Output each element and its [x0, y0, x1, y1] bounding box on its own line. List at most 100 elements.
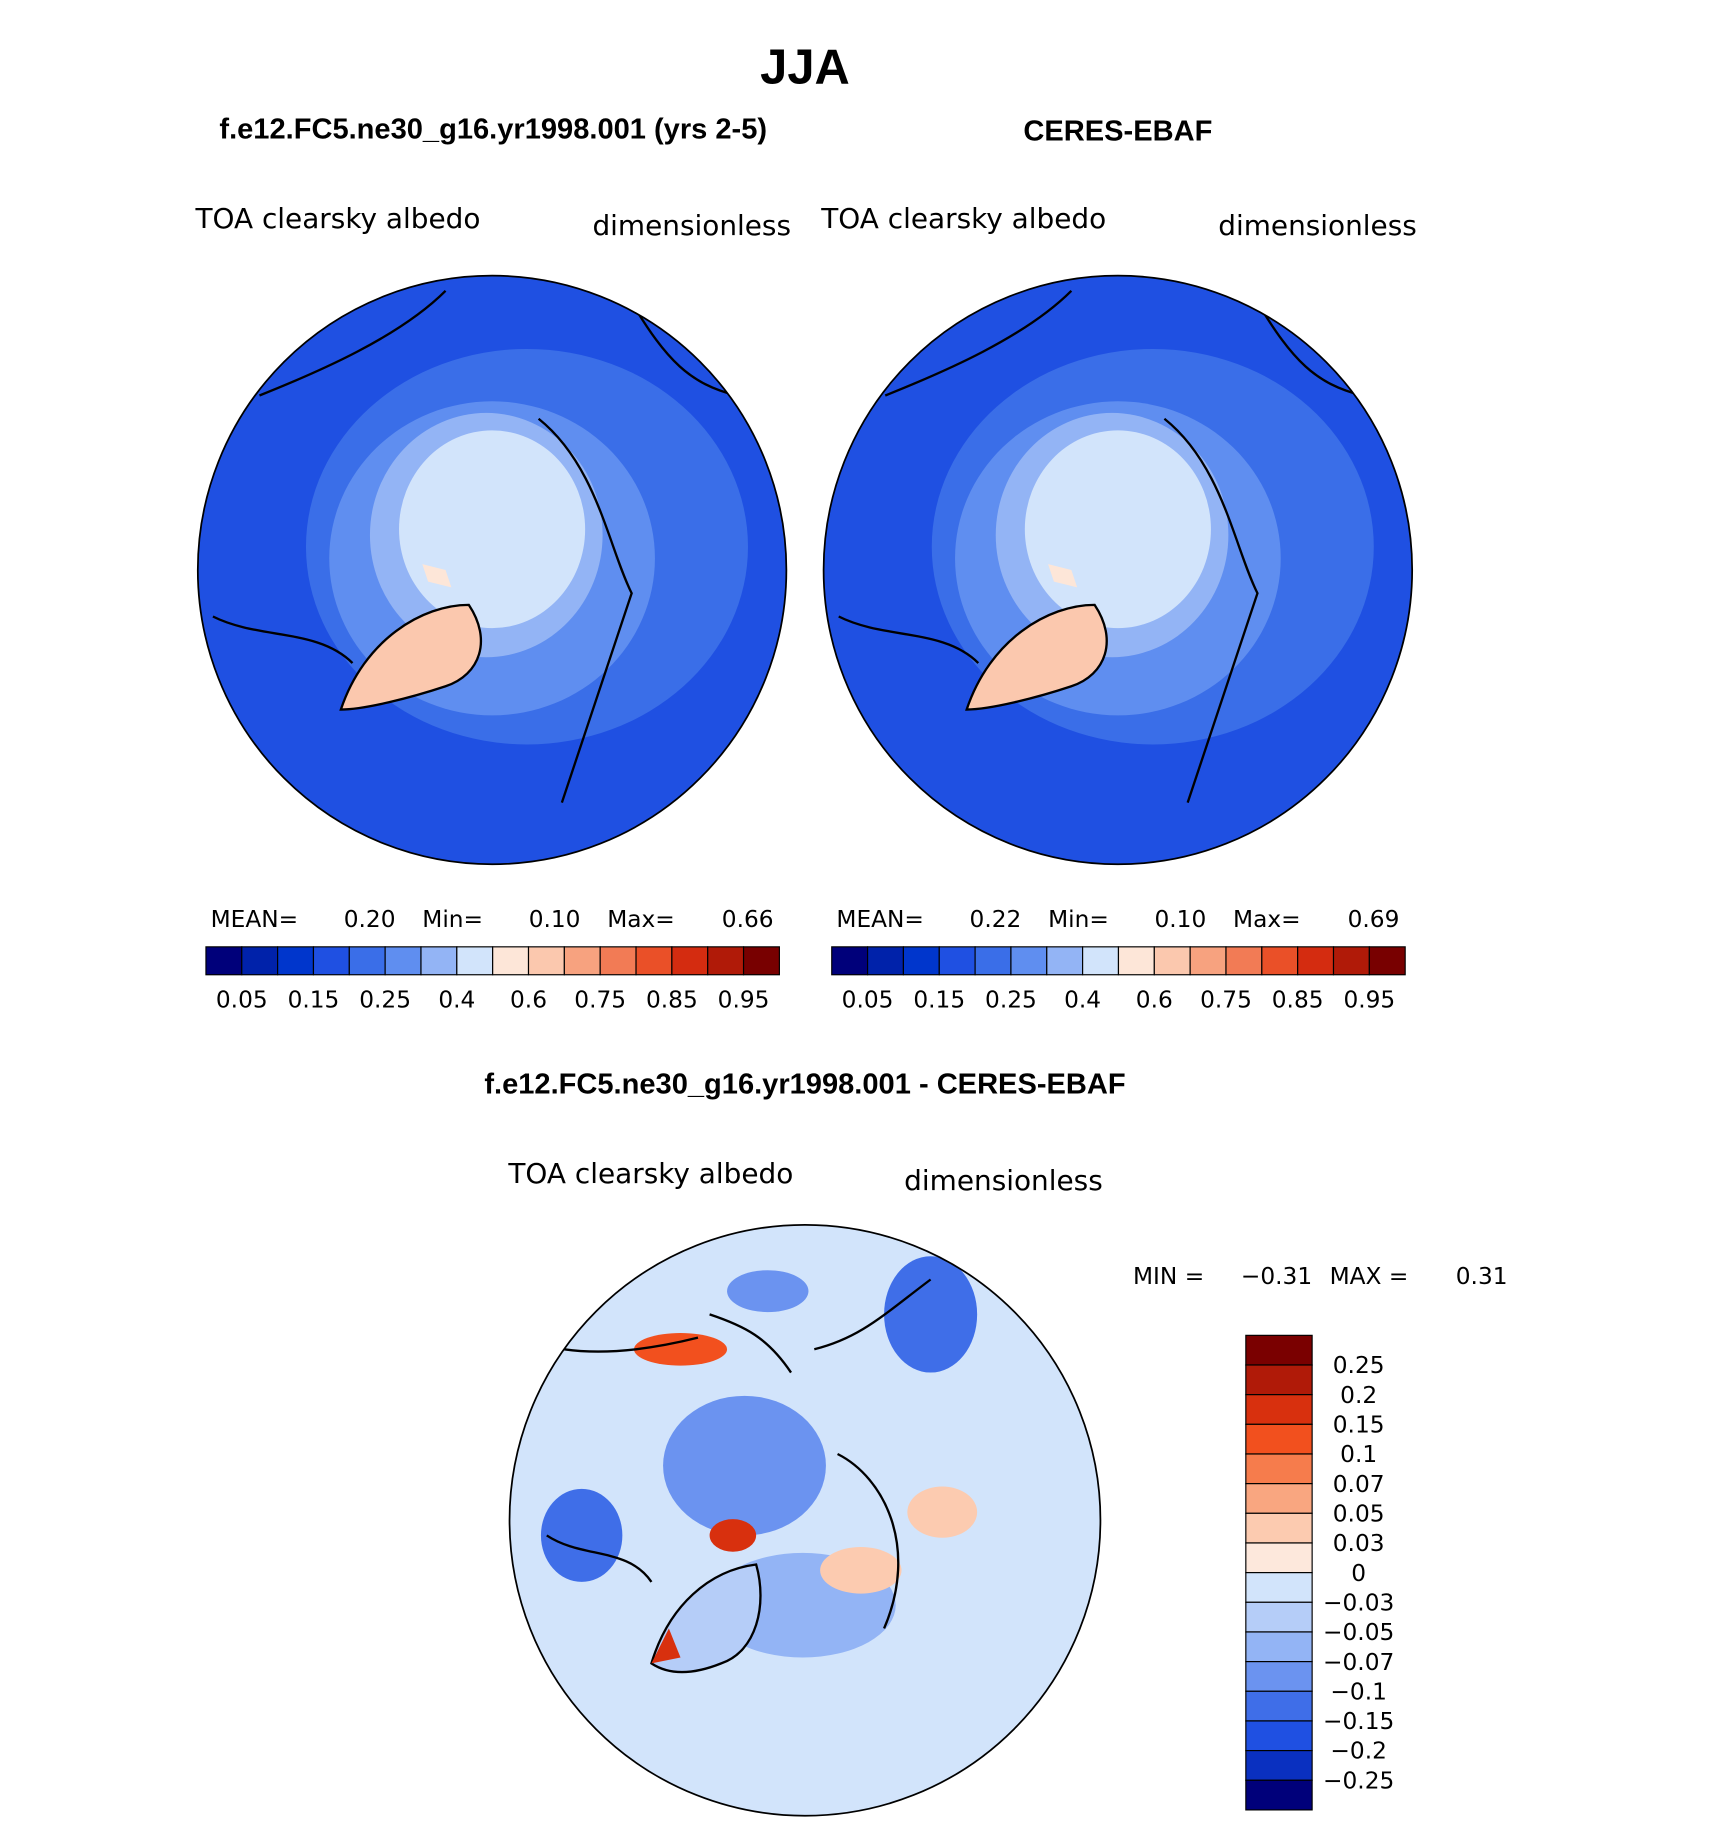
colorbar-box — [1245, 1661, 1313, 1692]
colorbar-box — [1245, 1334, 1313, 1366]
stat-value: 0.22 — [970, 906, 1022, 933]
colorbar-box — [1245, 1512, 1313, 1544]
colorbar-label: 0.05 — [216, 986, 268, 1013]
units-label: dimensionless — [1218, 209, 1417, 242]
colorbar-box — [1046, 946, 1084, 976]
colorbar-label: −0.15 — [1323, 1708, 1394, 1735]
map-border — [822, 274, 1414, 866]
colorbar-label: −0.25 — [1323, 1767, 1394, 1794]
map — [197, 275, 787, 865]
colorbar-label: 0.05 — [1333, 1500, 1385, 1527]
colorbar-box — [742, 946, 780, 976]
stat-value: 0.20 — [344, 906, 396, 933]
colorbar-label: 0 — [1351, 1560, 1366, 1587]
colorbar-box — [938, 946, 976, 976]
colorbar-box — [1245, 1572, 1313, 1603]
colorbar-box — [1245, 1483, 1313, 1514]
colorbar-box — [635, 946, 673, 976]
stat-value: 0.66 — [722, 906, 774, 933]
stat-value: 0.10 — [529, 906, 581, 933]
colorbar-label: 0.4 — [438, 986, 475, 1013]
stat-value: 0.69 — [1348, 906, 1400, 933]
colorbar-box — [384, 946, 422, 976]
colorbar-box — [1225, 946, 1263, 976]
colorbar-box — [1245, 1364, 1313, 1396]
colorbar-box — [1245, 1631, 1313, 1663]
colorbar-label: 0.95 — [1343, 986, 1395, 1013]
colorbar-label: 0.25 — [1333, 1352, 1385, 1379]
stat-label: MEAN= — [211, 906, 299, 933]
map — [509, 1224, 1101, 1816]
stats: MIN = −0.31 MAX = 0.31 — [1133, 1263, 1508, 1290]
colorbar-box — [1245, 1750, 1313, 1781]
colorbar-label: 0.15 — [288, 986, 340, 1013]
colorbar-label: 0.2 — [1340, 1382, 1377, 1409]
stat-label: MEAN= — [836, 906, 924, 933]
colorbar-label: 0.25 — [359, 986, 411, 1013]
colorbar-box — [563, 946, 601, 976]
panel-title: CERES-EBAF — [1023, 116, 1212, 148]
colorbar-box — [1245, 1394, 1313, 1425]
colorbar-label: 0.75 — [1200, 986, 1252, 1013]
colorbar-label: 0.85 — [646, 986, 698, 1013]
colorbar-box — [1332, 946, 1370, 976]
colorbar-label: 0.95 — [718, 986, 770, 1013]
colorbar-box — [241, 946, 279, 976]
figure-title: JJA — [760, 41, 850, 95]
stat-label: MAX = — [1330, 1263, 1409, 1290]
stat-label: Min= — [422, 906, 483, 933]
colorbar-label: 0.15 — [913, 986, 965, 1013]
colorbar-box — [866, 946, 904, 976]
colorbar-box — [831, 946, 869, 976]
colorbar-box — [1245, 1601, 1313, 1633]
stat-value: 0.31 — [1456, 1263, 1508, 1290]
colorbar-label: 0.15 — [1333, 1411, 1385, 1438]
colorbar-box — [1189, 946, 1227, 976]
map — [823, 275, 1413, 865]
colorbar-box — [1261, 946, 1299, 976]
stat-label: Min= — [1048, 906, 1109, 933]
colorbar-box — [1245, 1690, 1313, 1722]
stat-label: MIN = — [1133, 1263, 1204, 1290]
colorbar-box — [492, 946, 530, 976]
colorbar-label: −0.2 — [1330, 1738, 1386, 1765]
colorbar-box — [205, 946, 243, 976]
colorbar-box — [456, 946, 494, 976]
stat-label: Max= — [1233, 906, 1301, 933]
colorbar-label: 0.4 — [1064, 986, 1101, 1013]
variable-label: TOA clearsky albedo — [820, 202, 1106, 235]
colorbar-box — [974, 946, 1012, 976]
colorbar-box — [599, 946, 637, 976]
colorbar-label: 0.05 — [842, 986, 894, 1013]
colorbar-label: 0.25 — [985, 986, 1037, 1013]
colorbar-box — [420, 946, 458, 976]
stat-value: −0.31 — [1241, 1263, 1312, 1290]
colorbar-label: 0.85 — [1272, 986, 1324, 1013]
colorbar-box — [1010, 946, 1048, 976]
colorbar-label: 0.1 — [1340, 1441, 1377, 1468]
colorbar-label: −0.05 — [1323, 1619, 1394, 1646]
colorbar-box — [902, 946, 940, 976]
colorbar-box — [1297, 946, 1335, 976]
colorbar-box — [1117, 946, 1155, 976]
colorbars: MEAN= 0.20 Min= 0.10 Max= 0.660.05 0.15 0.25 0.4… — [205, 906, 1406, 1811]
colorbar-label: 0.75 — [574, 986, 626, 1013]
map-border — [196, 274, 788, 866]
colorbar-label: −0.03 — [1323, 1589, 1394, 1616]
panel-title: f.e12.FC5.ne30_g16.yr1998.001 (yrs 2-5) — [219, 113, 767, 145]
colorbar-box — [1245, 1542, 1313, 1574]
colorbar-box — [1368, 946, 1406, 976]
colorbar-box — [1245, 1779, 1313, 1811]
map-border — [508, 1223, 1102, 1817]
units-label: dimensionless — [904, 1164, 1103, 1197]
variable-label: TOA clearsky albedo — [507, 1157, 793, 1190]
colorbar-label: −0.1 — [1330, 1678, 1386, 1705]
colorbar-box — [527, 946, 565, 976]
stat-label: Max= — [607, 906, 675, 933]
colorbar-box — [277, 946, 315, 976]
panel-title: f.e12.FC5.ne30_g16.yr1998.001 - CERES-EB… — [484, 1068, 1125, 1100]
colorbar-label: −0.07 — [1323, 1649, 1394, 1676]
stat-value: 0.10 — [1155, 906, 1207, 933]
units-label: dimensionless — [592, 209, 791, 242]
